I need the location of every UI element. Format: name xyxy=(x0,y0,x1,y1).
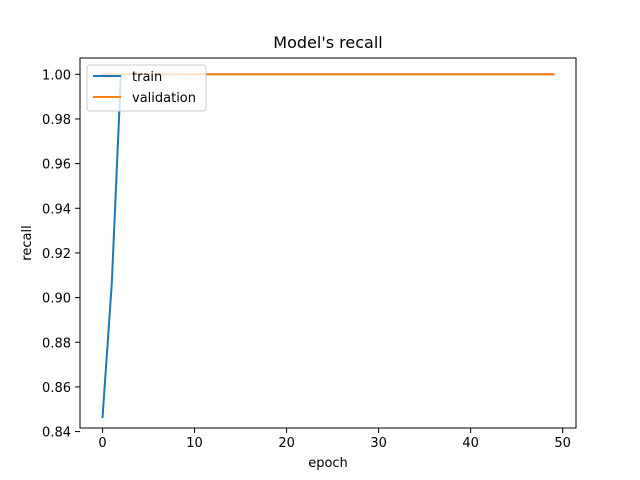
y-axis: 0.84 0.86 0.88 0.90 0.92 0.94 0.96 0.98 1.00 xyxy=(42,68,80,441)
x-axis-label: epoch xyxy=(308,456,348,471)
y-tick-label: 0.84 xyxy=(42,426,71,441)
legend: train validation xyxy=(86,64,207,112)
y-tick-label: 0.86 xyxy=(42,381,71,396)
x-tick-label: 20 xyxy=(278,436,295,451)
y-tick-label: 0.96 xyxy=(42,158,71,173)
y-tick-label: 0.90 xyxy=(42,292,71,307)
x-tick-label: 10 xyxy=(186,436,203,451)
legend-label-validation: validation xyxy=(132,91,196,106)
y-tick-label: 0.94 xyxy=(42,202,71,217)
y-axis-label: recall xyxy=(20,225,35,260)
x-tick-label: 40 xyxy=(462,436,479,451)
y-tick-label: 0.98 xyxy=(42,113,71,128)
y-tick-label: 1.00 xyxy=(42,68,71,83)
x-axis: 0 10 20 30 40 50 xyxy=(98,428,571,451)
y-tick-label: 0.92 xyxy=(42,247,71,262)
chart-title: Model's recall xyxy=(273,33,382,52)
x-tick-label: 50 xyxy=(554,436,571,451)
legend-label-train: train xyxy=(132,70,162,85)
y-tick-label: 0.88 xyxy=(42,336,71,351)
plot-frame xyxy=(79,57,577,429)
x-tick-label: 30 xyxy=(370,436,387,451)
x-tick-label: 0 xyxy=(98,436,106,451)
